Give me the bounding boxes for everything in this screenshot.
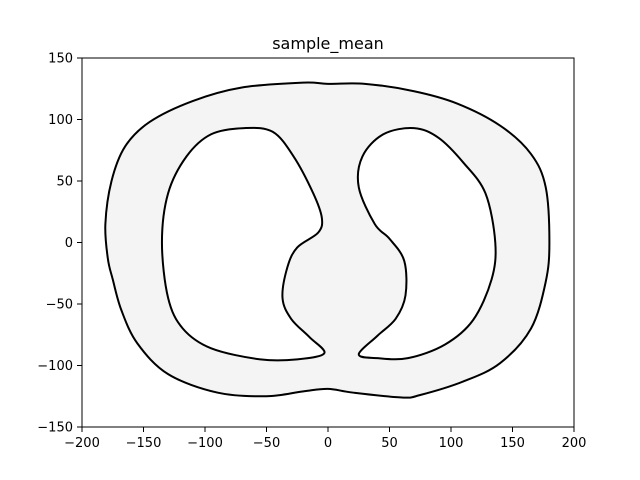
x-tick-label: 50 — [381, 436, 398, 451]
y-axis-ticks: −150 −100 −50 0 50 100 150 — [37, 52, 82, 436]
x-tick-label: 200 — [562, 436, 587, 451]
x-tick-label: −150 — [126, 436, 162, 451]
y-tick-label: 50 — [56, 175, 73, 190]
y-tick-label: −50 — [46, 298, 73, 313]
y-tick-label: 0 — [65, 236, 73, 251]
filled-region — [105, 82, 550, 398]
y-tick-label: −100 — [37, 359, 73, 374]
x-tick-label: −200 — [64, 436, 100, 451]
x-tick-label: 150 — [500, 436, 525, 451]
left-inner-contour-line — [160, 126, 326, 362]
x-axis-ticks: −200 −150 −100 −50 0 50 100 150 200 — [64, 427, 586, 451]
right-inner-contour-line — [356, 127, 497, 361]
y-tick-label: 100 — [48, 113, 73, 128]
x-tick-label: 100 — [439, 436, 464, 451]
y-tick-label: 150 — [48, 52, 73, 67]
y-tick-label: −150 — [37, 421, 73, 436]
x-tick-label: −100 — [187, 436, 223, 451]
x-tick-label: −50 — [253, 436, 280, 451]
chart-title: sample_mean — [272, 34, 384, 54]
plot-shapes — [104, 81, 551, 399]
x-tick-label: 0 — [324, 436, 332, 451]
outer-contour-line — [104, 81, 551, 399]
